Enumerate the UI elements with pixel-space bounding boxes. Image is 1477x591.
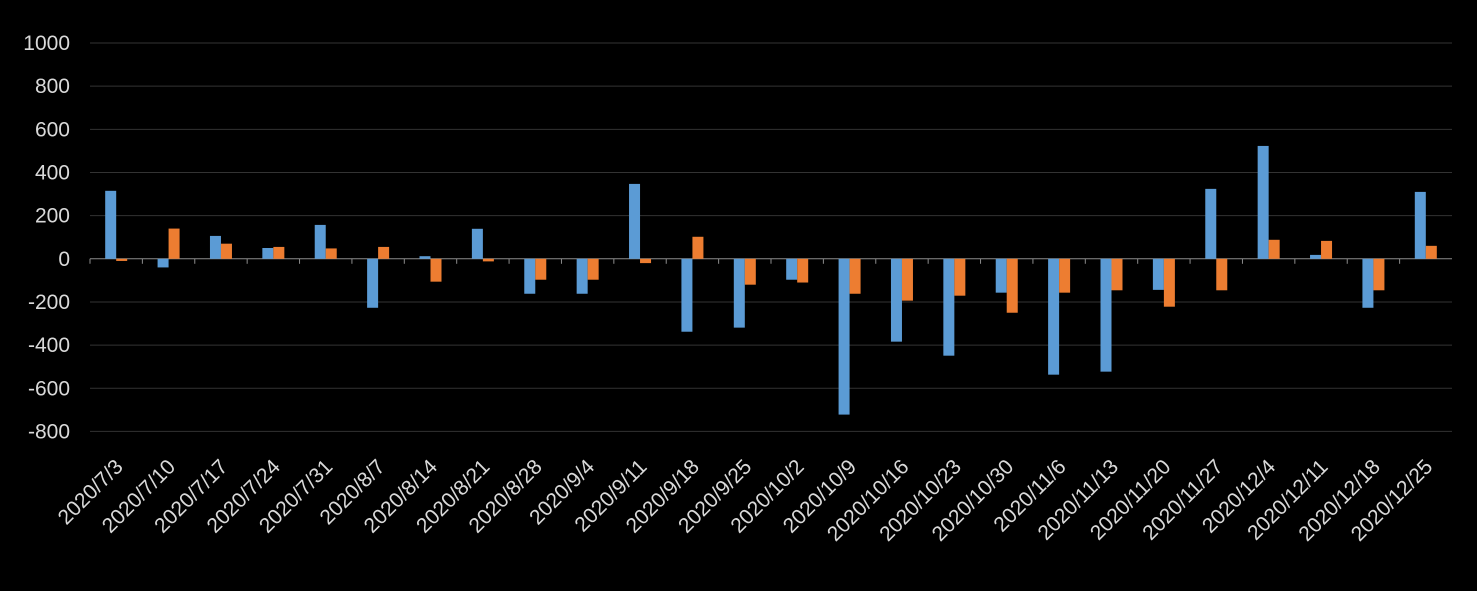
bar xyxy=(786,258,798,280)
bar xyxy=(1059,258,1071,293)
bar xyxy=(168,228,180,259)
bar xyxy=(1152,258,1164,290)
bar xyxy=(1373,258,1385,291)
y-tick-label: 800 xyxy=(35,75,70,98)
y-tick-label: 400 xyxy=(35,161,70,184)
bar xyxy=(576,258,588,294)
bar xyxy=(692,236,704,259)
bar xyxy=(838,258,850,415)
bar xyxy=(681,258,693,332)
bar xyxy=(1006,258,1018,313)
bar xyxy=(1048,258,1060,375)
y-tick-label: -600 xyxy=(28,377,70,400)
bar xyxy=(629,183,641,259)
bar xyxy=(325,248,337,259)
bar xyxy=(1425,245,1437,259)
bar xyxy=(471,228,483,259)
bar xyxy=(943,258,955,356)
bar xyxy=(901,258,913,301)
bar xyxy=(744,258,756,285)
bar xyxy=(273,246,285,259)
bar xyxy=(116,258,128,261)
bar xyxy=(105,190,117,259)
bar xyxy=(430,258,442,282)
y-tick-label: -400 xyxy=(28,334,70,357)
bar xyxy=(1257,145,1269,259)
bar xyxy=(209,235,221,259)
bar xyxy=(1100,258,1112,372)
y-tick-label: 600 xyxy=(35,118,70,141)
bar xyxy=(890,258,902,342)
bar xyxy=(1414,191,1426,259)
bar xyxy=(524,258,536,294)
bar xyxy=(1362,258,1374,308)
bar xyxy=(1205,188,1217,259)
y-tick-label: 200 xyxy=(35,205,70,228)
bar xyxy=(1216,258,1228,291)
bar xyxy=(797,258,809,283)
bar xyxy=(1111,258,1123,291)
bar xyxy=(1163,258,1175,307)
bar xyxy=(367,258,379,308)
bar xyxy=(419,256,431,259)
y-tick-label: -800 xyxy=(28,420,70,443)
y-tick-label: -200 xyxy=(28,291,70,314)
bar xyxy=(482,258,494,262)
bar xyxy=(262,248,274,259)
bar xyxy=(1268,239,1280,259)
bar xyxy=(733,258,745,328)
bar xyxy=(954,258,966,296)
bar xyxy=(220,243,232,259)
bar xyxy=(157,258,169,268)
y-tick-label: 1000 xyxy=(23,32,70,55)
bar xyxy=(587,258,599,280)
bar xyxy=(1321,240,1333,259)
y-tick-label: 0 xyxy=(58,248,70,271)
bar xyxy=(314,224,326,259)
bar xyxy=(378,246,390,259)
bar xyxy=(640,258,652,264)
bar xyxy=(1310,254,1322,259)
bar xyxy=(995,258,1007,293)
bar xyxy=(849,258,861,294)
bar xyxy=(535,258,547,280)
